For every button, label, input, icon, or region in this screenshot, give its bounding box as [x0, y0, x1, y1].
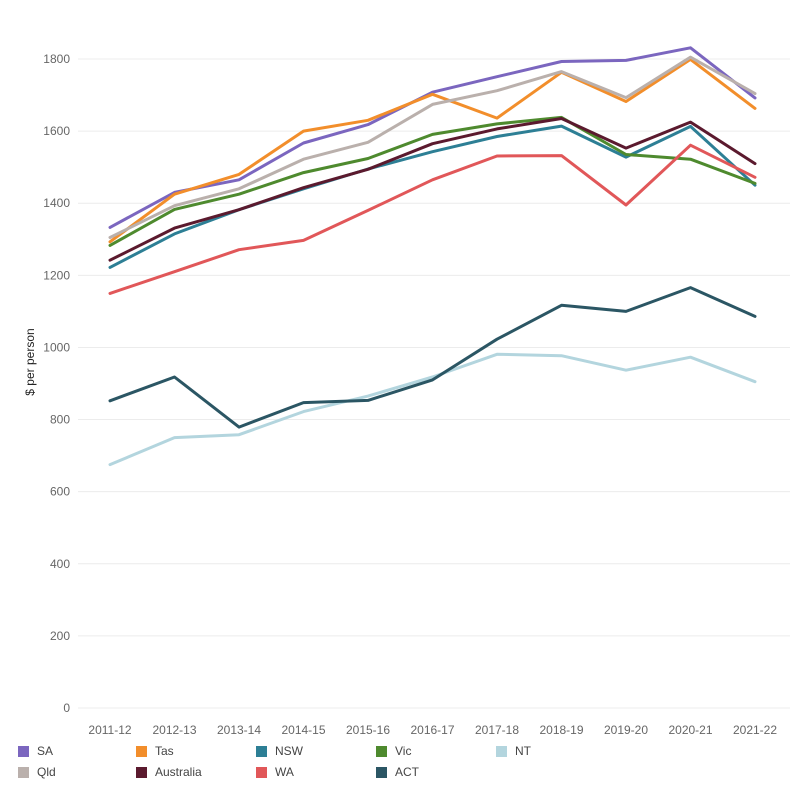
- series-line-act: [108, 286, 757, 429]
- legend-swatch: [376, 766, 387, 778]
- x-tick-label: 2015-16: [346, 723, 390, 737]
- x-tick-label: 2018-19: [539, 723, 583, 737]
- legend-item-tas[interactable]: Tas: [136, 744, 174, 758]
- legend-swatch: [256, 766, 267, 778]
- x-tick-label: 2017-18: [475, 723, 519, 737]
- legend-swatch: [496, 745, 507, 757]
- y-axis-ticks: 0 200 400 600 800 1000 1200 1400 1600 1800: [43, 52, 70, 715]
- legend-label: WA: [275, 765, 294, 779]
- y-tick-label: 1400: [43, 196, 70, 210]
- x-tick-label: 2020-21: [668, 723, 712, 737]
- legend-label: SA: [37, 744, 54, 758]
- series-line-wa: [108, 143, 757, 295]
- legend-label: Tas: [155, 744, 174, 758]
- legend-item-nt[interactable]: NT: [496, 744, 531, 758]
- line-chart: 0 200 400 600 800 1000 1200 1400 1600 1800 2011-1…: [23, 46, 790, 737]
- x-tick-label: 2011-12: [88, 723, 131, 737]
- x-tick-label: 2016-17: [410, 723, 454, 737]
- legend-label: NT: [515, 744, 531, 758]
- legend-label: Australia: [155, 765, 202, 779]
- y-axis-label: $ per person: [23, 328, 37, 395]
- legend-swatch: [376, 745, 387, 757]
- series-lines: [108, 46, 757, 467]
- legend-label: NSW: [275, 744, 303, 758]
- legend-swatch: [18, 766, 29, 778]
- x-tick-label: 2019-20: [604, 723, 648, 737]
- y-tick-label: 0: [63, 701, 70, 715]
- legend-label: Vic: [395, 744, 412, 758]
- x-axis-ticks: 2011-12 2012-13 2013-14 2014-15 2015-16 2016-…: [88, 723, 777, 737]
- legend-swatch: [136, 745, 147, 757]
- legend-swatch: [18, 745, 29, 757]
- y-tick-label: 800: [50, 413, 70, 427]
- y-tick-label: 200: [50, 629, 70, 643]
- legend-item-qld[interactable]: Qld: [18, 765, 56, 779]
- legend-label: Qld: [37, 765, 56, 779]
- series-line-vic: [108, 115, 757, 247]
- legend-item-vic[interactable]: Vic: [376, 744, 411, 758]
- legend-item-sa[interactable]: SA: [18, 744, 53, 758]
- legend-label: ACT: [395, 765, 419, 779]
- x-tick-label: 2021-22: [733, 723, 777, 737]
- legend-item-wa[interactable]: WA: [256, 765, 294, 779]
- y-tick-label: 1200: [43, 268, 70, 282]
- series-line-sa: [108, 46, 757, 229]
- x-tick-label: 2012-13: [152, 723, 196, 737]
- x-tick-label: 2013-14: [217, 723, 261, 737]
- x-tick-label: 2014-15: [281, 723, 325, 737]
- series-line-qld: [108, 55, 757, 239]
- series-line-nsw: [108, 124, 757, 269]
- y-tick-label: 1800: [43, 52, 70, 66]
- series-line-tas: [108, 57, 757, 244]
- series-line-australia: [108, 117, 757, 262]
- legend-item-australia[interactable]: Australia: [136, 765, 202, 779]
- legend-swatch: [136, 766, 147, 778]
- series-line-nt: [108, 352, 757, 467]
- gridlines: [78, 58, 790, 709]
- legend-item-act[interactable]: ACT: [376, 765, 419, 779]
- y-tick-label: 1600: [43, 124, 70, 138]
- y-tick-label: 600: [50, 485, 70, 499]
- y-tick-label: 400: [50, 557, 70, 571]
- legend-item-nsw[interactable]: NSW: [256, 744, 303, 758]
- y-tick-label: 1000: [43, 340, 70, 354]
- legend-swatch: [256, 745, 267, 757]
